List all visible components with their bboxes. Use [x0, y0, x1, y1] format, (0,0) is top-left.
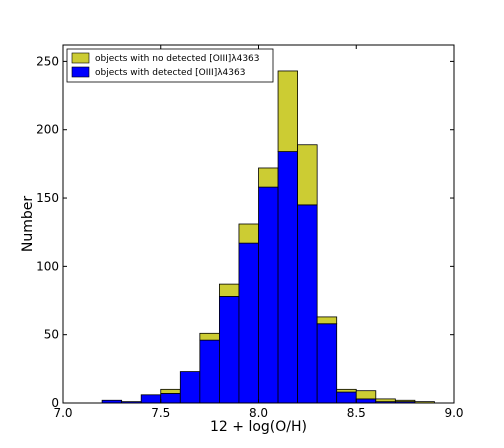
- legend-label-detected: objects with detected [OIII]λ4363: [95, 68, 245, 78]
- bar-no-detected-15: [394, 399, 416, 403]
- bar-detected-2: [140, 394, 162, 404]
- y-tick-label-5: 250: [36, 54, 59, 68]
- bar-no-detected-5: [199, 332, 220, 341]
- bar-detected-12: [336, 391, 357, 404]
- x-tick-label-0: 7.0: [53, 406, 72, 420]
- y-tick-label-1: 50: [44, 328, 59, 342]
- bar-detected-3: [160, 393, 181, 404]
- bar-detected-6: [218, 296, 240, 404]
- bar-no-detected-12: [336, 388, 357, 393]
- y-tick-label-2: 100: [36, 259, 59, 273]
- x-tick-label-3: 8.5: [347, 406, 366, 420]
- bar-detected-11: [316, 323, 338, 404]
- legend: objects with no detected [OIII]λ4363 obj…: [66, 48, 274, 83]
- x-tick-label-1: 7.5: [151, 406, 170, 420]
- bar-no-detected-8: [258, 167, 279, 188]
- legend-swatch-detected: [71, 66, 90, 78]
- bar-detected-4: [179, 371, 201, 404]
- legend-box: [66, 48, 274, 83]
- y-tick-label-3: 150: [36, 191, 59, 205]
- bar-no-detected-14: [375, 398, 396, 403]
- bar-detected-13: [355, 398, 377, 404]
- bar-detected-8: [258, 186, 279, 404]
- bar-no-detected-11: [316, 316, 338, 325]
- bar-detected-9: [277, 151, 298, 404]
- bar-detected-7: [238, 242, 259, 404]
- bar-no-detected-7: [238, 223, 259, 244]
- y-tick-label-4: 200: [36, 123, 59, 137]
- bar-no-detected-6: [218, 283, 240, 297]
- y-axis-label: Number: [20, 196, 36, 252]
- bar-no-detected-10: [297, 144, 318, 206]
- x-axis-label: 12 + log(O/H): [210, 419, 307, 435]
- bar-detected-10: [297, 204, 318, 404]
- bar-no-detected-13: [355, 390, 377, 400]
- axis-ticks: 7.0 7.5 8.0 8.5 9.0 0 50 100 150 200 250: [36, 45, 464, 420]
- legend-swatch-no-detected: [71, 52, 90, 64]
- bars-group: [101, 70, 435, 404]
- x-tick-label-2: 8.0: [249, 406, 268, 420]
- bar-no-detected-9: [277, 70, 298, 152]
- legend-label-no-detected: objects with no detected [OIII]λ4363: [95, 54, 260, 64]
- x-tick-label-4: 9.0: [444, 406, 463, 420]
- y-tick-label-0: 0: [51, 396, 59, 410]
- bar-detected-5: [199, 339, 220, 404]
- bar-no-detected-3: [160, 388, 181, 394]
